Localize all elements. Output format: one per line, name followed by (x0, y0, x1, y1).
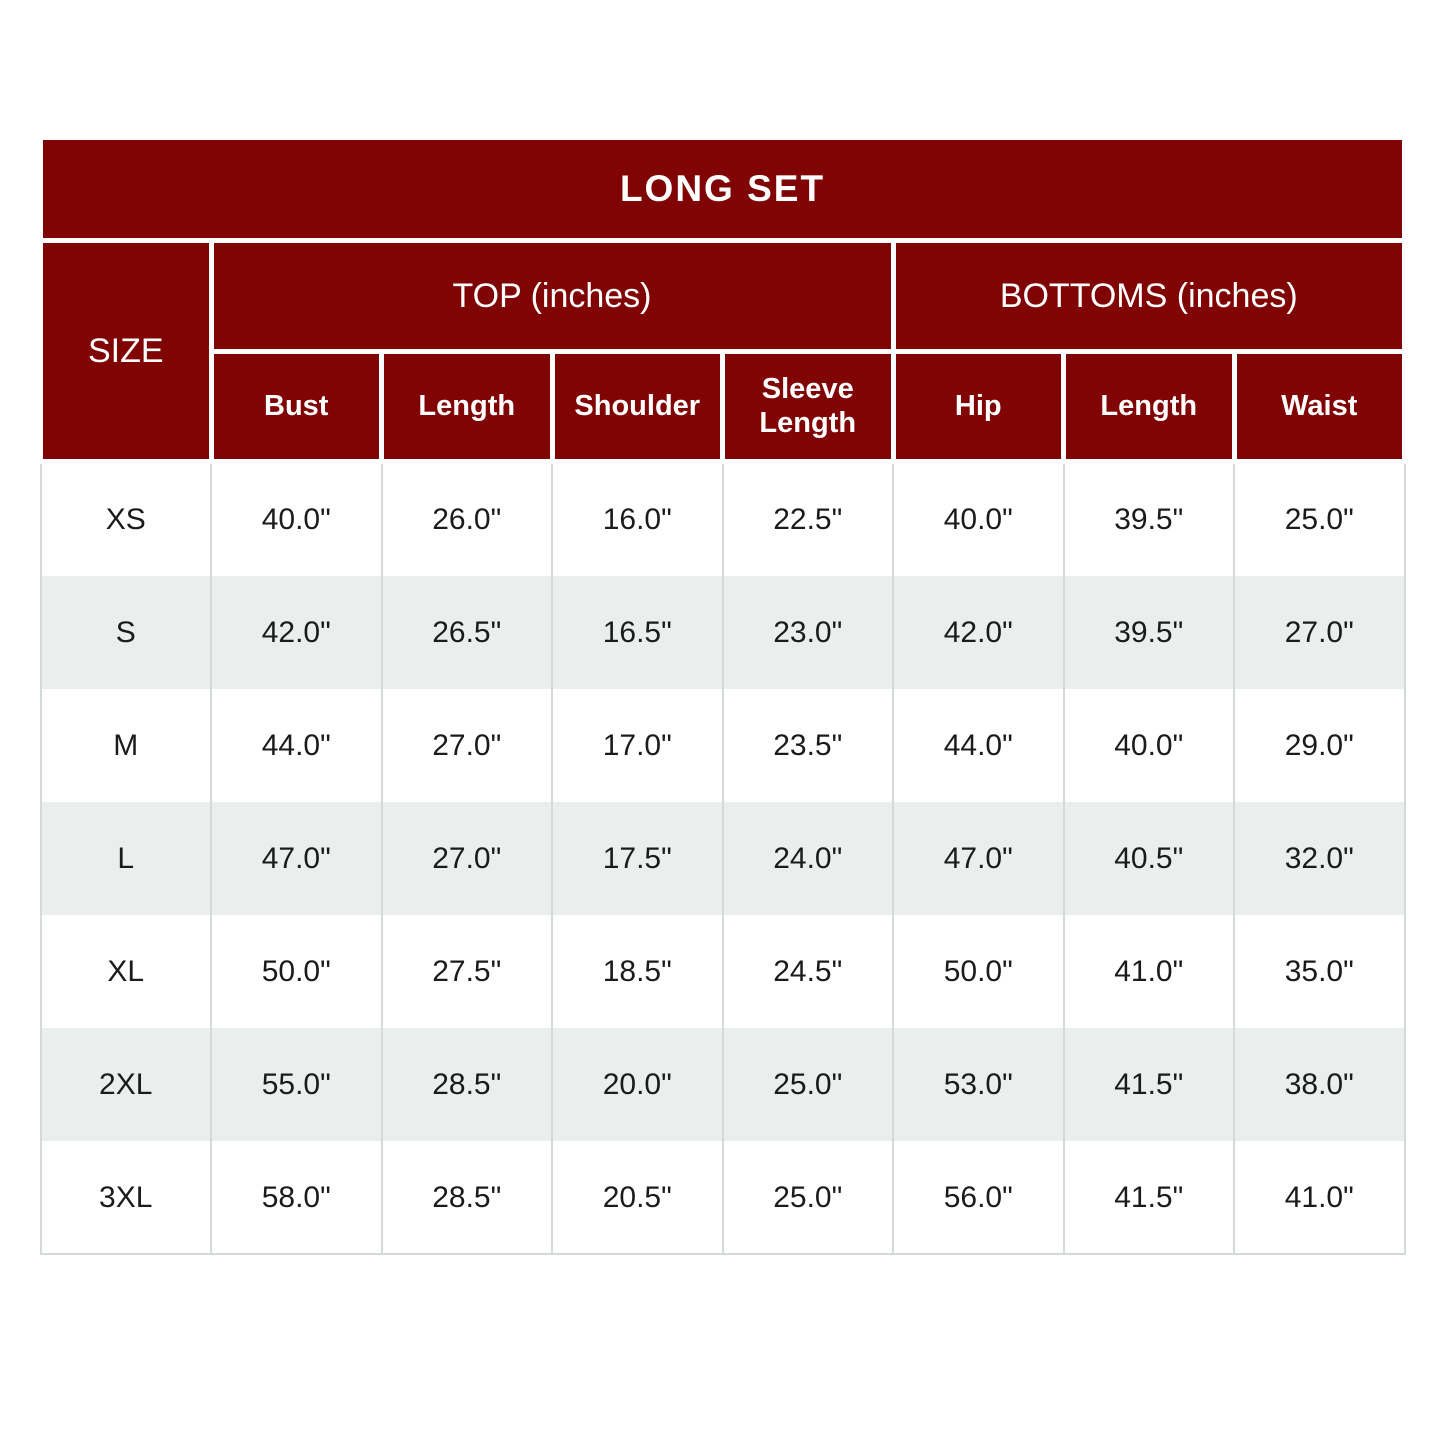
size-label: XL (39, 915, 212, 1028)
table-cell: 40.0" (210, 461, 383, 576)
table-cell: 27.0" (380, 802, 553, 915)
table-cell: 20.0" (551, 1028, 724, 1141)
table-row-s: S 42.0" 26.5" 16.5" 23.0" 42.0" 39.5" 27… (39, 576, 1406, 689)
column-header-bust: Bust (208, 349, 384, 464)
table-cell: 53.0" (892, 1028, 1065, 1141)
table-cell: 26.5" (380, 576, 553, 689)
table-cell: 41.0" (1062, 915, 1235, 1028)
size-label: 2XL (39, 1028, 212, 1141)
title-row: LONG SET (38, 135, 1407, 243)
table-cell: 18.5" (551, 915, 724, 1028)
size-label: M (39, 689, 212, 802)
table-row-2xl: 2XL 55.0" 28.5" 20.0" 25.0" 53.0" 41.5" … (39, 1028, 1406, 1141)
size-label: XS (39, 461, 212, 576)
table-cell: 44.0" (892, 689, 1065, 802)
table-cell: 38.0" (1233, 1028, 1406, 1141)
size-label: S (39, 576, 212, 689)
group-header-row: SIZE TOP (inches) BOTTOMS (inches) (38, 238, 1407, 464)
size-chart: LONG SET SIZE TOP (inches) BOTTOMS (inch… (38, 135, 1407, 1255)
size-chart-table: LONG SET SIZE TOP (inches) BOTTOMS (inch… (38, 135, 1407, 1255)
column-header-sleeve-length: Sleeve Length (720, 349, 896, 464)
table-cell: 17.5" (551, 802, 724, 915)
table-cell: 41.0" (1233, 1141, 1406, 1255)
table-cell: 39.5" (1062, 461, 1235, 576)
size-label: 3XL (39, 1141, 212, 1255)
table-cell: 29.0" (1233, 689, 1406, 802)
table-cell: 39.5" (1062, 576, 1235, 689)
table-cell: 42.0" (210, 576, 383, 689)
table-cell: 40.5" (1062, 802, 1235, 915)
table-cell: 16.0" (551, 461, 724, 576)
table-cell: 23.0" (721, 576, 894, 689)
table-cell: 56.0" (892, 1141, 1065, 1255)
size-label: L (39, 802, 212, 915)
table-cell: 47.0" (210, 802, 383, 915)
column-header-hip: Hip (890, 349, 1066, 464)
chart-title: LONG SET (38, 135, 1407, 243)
table-cell: 28.5" (380, 1141, 553, 1255)
table-row-xs: XS 40.0" 26.0" 16.0" 22.5" 40.0" 39.5" 2… (39, 461, 1406, 576)
table-row-xl: XL 50.0" 27.5" 18.5" 24.5" 50.0" 41.0" 3… (39, 915, 1406, 1028)
column-header-size: SIZE (38, 238, 214, 464)
table-cell: 40.0" (892, 461, 1065, 576)
table-cell: 20.5" (551, 1141, 724, 1255)
table-cell: 24.5" (721, 915, 894, 1028)
table-cell: 27.0" (1233, 576, 1406, 689)
table-cell: 32.0" (1233, 802, 1406, 915)
table-cell: 23.5" (721, 689, 894, 802)
table-row-3xl: 3XL 58.0" 28.5" 20.5" 25.0" 56.0" 41.5" … (39, 1141, 1406, 1255)
table-cell: 42.0" (892, 576, 1065, 689)
table-cell: 25.0" (1233, 461, 1406, 576)
column-header-waist: Waist (1231, 349, 1407, 464)
table-cell: 41.5" (1062, 1141, 1235, 1255)
table-cell: 25.0" (721, 1141, 894, 1255)
table-cell: 26.0" (380, 461, 553, 576)
table-cell: 47.0" (892, 802, 1065, 915)
table-cell: 58.0" (210, 1141, 383, 1255)
table-cell: 50.0" (892, 915, 1065, 1028)
table-cell: 35.0" (1233, 915, 1406, 1028)
table-cell: 44.0" (210, 689, 383, 802)
table-cell: 50.0" (210, 915, 383, 1028)
table-cell: 27.0" (380, 689, 553, 802)
table-cell: 24.0" (721, 802, 894, 915)
column-header-top-length: Length (379, 349, 555, 464)
table-cell: 17.0" (551, 689, 724, 802)
table-cell: 16.5" (551, 576, 724, 689)
column-group-bottoms: BOTTOMS (inches) (890, 238, 1407, 354)
table-cell: 40.0" (1062, 689, 1235, 802)
table-cell: 41.5" (1062, 1028, 1235, 1141)
table-cell: 22.5" (721, 461, 894, 576)
column-header-shoulder: Shoulder (549, 349, 725, 464)
table-row-m: M 44.0" 27.0" 17.0" 23.5" 44.0" 40.0" 29… (39, 689, 1406, 802)
column-group-top: TOP (inches) (208, 238, 896, 354)
sub-header-row: Bust Length Shoulder Sleeve Length Hip L… (41, 349, 1407, 464)
table-cell: 55.0" (210, 1028, 383, 1141)
column-header-bottom-length: Length (1061, 349, 1237, 464)
table-cell: 27.5" (380, 915, 553, 1028)
table-cell: 25.0" (721, 1028, 894, 1141)
table-row-l: L 47.0" 27.0" 17.5" 24.0" 47.0" 40.5" 32… (39, 802, 1406, 915)
table-cell: 28.5" (380, 1028, 553, 1141)
